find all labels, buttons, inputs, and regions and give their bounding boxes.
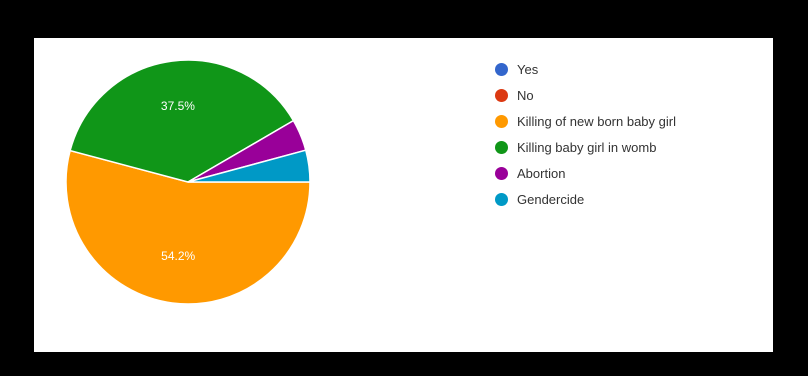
legend-label: Abortion (517, 165, 566, 181)
chart-legend: Yes No Killing of new born baby girl Killin… (495, 56, 676, 212)
chart-panel: 54.2% 37.5% Yes No Killing of new born baby… (34, 38, 773, 352)
legend-swatch-icon (495, 114, 508, 128)
legend-item-abortion[interactable]: Abortion (495, 160, 676, 186)
legend-label: Killing of new born baby girl (517, 113, 676, 129)
legend-label: Yes (517, 61, 539, 77)
pie-slice-killing-baby-girl-in-womb (69, 59, 295, 183)
legend-label: No (517, 87, 534, 103)
legend-swatch-icon (495, 140, 508, 154)
legend-label: Gendercide (517, 191, 585, 207)
slice-data-label-killing-of-new-born-baby-girl: 54.2% (161, 249, 195, 263)
pie-slice-killing-of-new-born-baby-girl (65, 149, 311, 305)
legend-item-no[interactable]: No (495, 82, 676, 108)
legend-swatch-icon (495, 166, 508, 180)
legend-label: Killing baby girl in womb (517, 139, 657, 155)
legend-item-gendercide[interactable]: Gendercide (495, 186, 676, 212)
legend-item-killing-of-new-born-baby-girl[interactable]: Killing of new born baby girl (495, 108, 676, 134)
legend-swatch-icon (495, 192, 508, 206)
legend-swatch-icon (495, 62, 508, 76)
legend-item-yes[interactable]: Yes (495, 56, 676, 82)
legend-item-killing-baby-girl-in-womb[interactable]: Killing baby girl in womb (495, 134, 676, 160)
slice-data-label-killing-baby-girl-in-womb: 37.5% (161, 99, 195, 113)
pie-slice-gendercide (187, 149, 311, 183)
pie-chart: 54.2% 37.5% (65, 59, 311, 305)
legend-swatch-icon (495, 88, 508, 102)
